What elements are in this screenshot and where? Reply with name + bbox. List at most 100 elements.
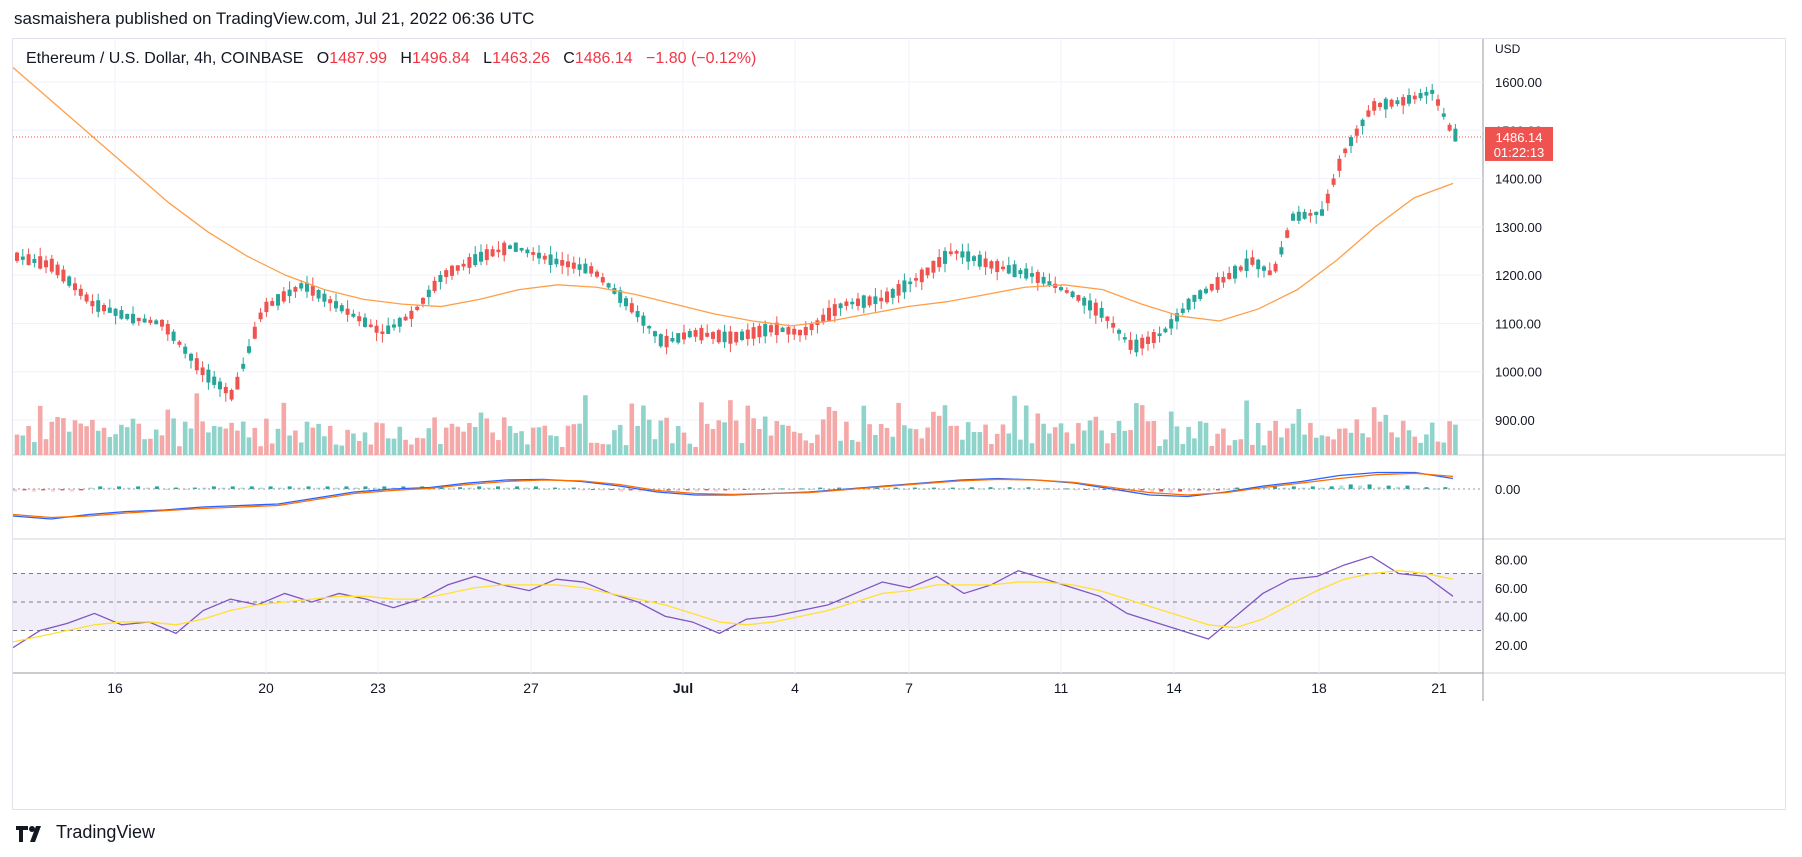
volume-bar [90,419,95,455]
price-tick-label: 1300.00 [1495,220,1542,235]
candle-body [44,260,48,268]
macd-histogram-bar [1064,488,1069,490]
macd-histogram-bar [363,486,368,489]
macd-histogram-bar [249,486,254,489]
volume-bar [484,418,490,455]
chart-container[interactable]: 1600.001500.001400.001300.001200.001100.… [12,38,1786,810]
volume-bar [26,425,31,455]
macd-histogram-bar [1178,489,1183,492]
candle-body [972,256,976,261]
macd-histogram-bar [1291,486,1296,489]
candle-body [293,287,298,292]
time-tick-label: 16 [107,680,123,696]
candle-body [560,260,565,266]
candle-body [740,331,744,340]
candle-body [142,318,147,323]
macd-histogram-bar [988,487,993,489]
macd-histogram-bar [88,487,93,489]
candle-body [1082,297,1087,306]
price-pane [13,66,1483,402]
candle-body [1412,95,1417,100]
candle-body [676,333,681,343]
volume-bar [1244,400,1249,455]
volume-bar [913,429,919,455]
volume-bar [530,427,536,455]
macd-histogram-bar [799,488,804,490]
volume-bar [565,425,571,455]
candle-body [438,274,443,282]
macd-histogram-bar [770,489,775,490]
macd-histogram-bar [69,489,74,492]
candle-body [1285,230,1290,238]
volume-bar [78,423,84,455]
volume-bar [414,437,420,455]
macd-histogram-bar [780,488,785,490]
volume-bar [931,411,936,455]
volume-bar [1215,433,1220,455]
legend-symbol: Ethereum / U.S. Dollar, 4h, COINBASE [26,50,304,67]
volume-bar [745,405,751,455]
macd-histogram-bar [325,486,330,489]
candle-body [252,326,257,339]
tradingview-footer[interactable]: TradingView [14,822,155,843]
macd-histogram-bar [1310,486,1315,489]
macd-histogram-bar [117,486,122,489]
volume-bar [1157,445,1162,455]
macd-histogram-bar [1206,489,1211,492]
volume-bar [153,429,159,455]
legend-open: 1487.99 [329,50,388,67]
volume-bar [1360,433,1365,455]
candle-body [624,298,628,307]
candle-body [600,277,605,283]
time-tick-label: 7 [905,680,913,696]
price-tick-label: 900.00 [1495,413,1535,428]
volume-bar [148,438,153,455]
macd-histogram-bar [1424,487,1429,489]
volume-bar [583,395,588,455]
volume-bar [1226,445,1232,455]
volume-bar [380,423,385,455]
macd-histogram-bar [950,487,955,489]
candle-body [276,294,280,306]
volume-bar [977,432,983,455]
legend-high-label: H [400,50,412,67]
volume-bar [635,425,640,455]
volume-bar [159,435,165,455]
volume-bar [182,421,188,455]
volume-bar [316,423,321,455]
macd-histogram-bar [278,487,283,489]
volume-bar [1197,421,1203,455]
volume-bar [925,427,930,455]
candle-body [995,260,1000,273]
candle-body [125,313,130,320]
volume-bar [1052,427,1058,455]
candle-body [873,296,878,305]
candle-body [1383,98,1388,110]
candle-body [26,254,31,265]
macd-histogram-bar [998,488,1003,490]
volume-bar [252,427,258,455]
volume-bar [438,444,443,455]
candle-body [566,261,570,268]
candle-body [189,353,193,361]
candle-body [960,251,965,258]
volume-bar [1006,433,1012,455]
volume-bar [797,433,803,455]
candle-body [908,281,913,285]
chart-svg[interactable]: 1600.001500.001400.001300.001200.001100.… [13,39,1786,810]
candle-body [339,305,344,312]
candle-body [809,323,814,331]
volume-bar [675,426,681,455]
last-price-badge [1485,126,1553,161]
candle-body [890,288,895,298]
volume-bars [14,393,1458,455]
volume-bar [124,427,130,455]
macd-histogram-bar [429,488,434,490]
volume-bar [652,439,658,455]
macd-histogram-bar [50,489,55,492]
candle-body [1111,322,1116,328]
candle-body [444,270,449,278]
volume-bar [1435,441,1441,455]
volume-bar [188,428,194,455]
candle-body [577,264,582,270]
